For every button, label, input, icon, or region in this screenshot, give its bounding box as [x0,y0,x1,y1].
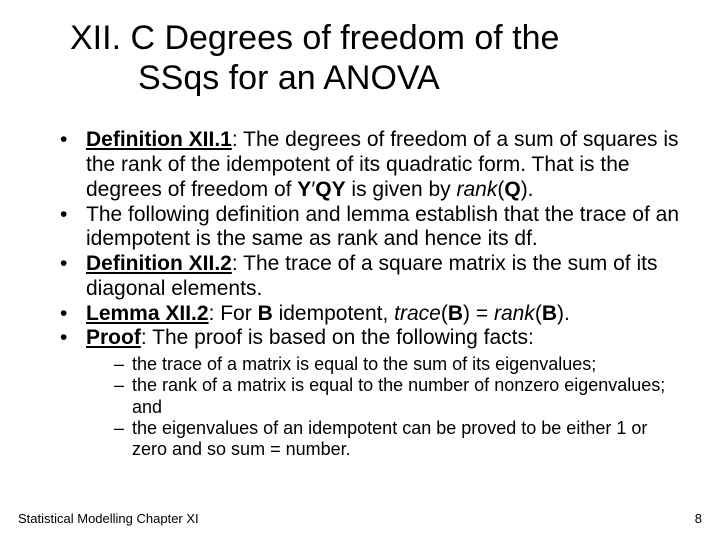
sub-bullet-item: the trace of a matrix is equal to the su… [114,354,682,375]
bullet-item: Definition XII.2: The trace of a square … [58,252,682,302]
slide-title: XII. C Degrees of freedom of the SSqs fo… [30,18,690,98]
title-line-2: SSqs for an ANOVA [70,58,680,98]
bullet-item: Proof: The proof is based on the followi… [58,326,682,460]
bullet-item: Lemma XII.2: For B idempotent, trace(B) … [58,302,682,327]
title-line-1: XII. C Degrees of freedom of the [70,18,680,58]
bullet-item: Definition XII.1: The degrees of freedom… [58,128,682,202]
sub-bullet-item: the eigenvalues of an idempotent can be … [114,418,682,460]
sub-bullet-item: the rank of a matrix is equal to the num… [114,375,682,417]
footer-left: Statistical Modelling Chapter XI [18,511,199,526]
bullet-list: Definition XII.1: The degrees of freedom… [30,128,690,460]
bullet-item: The following definition and lemma estab… [58,203,682,253]
footer-page-number: 8 [695,511,702,526]
footer: Statistical Modelling Chapter XI 8 [18,511,702,526]
sub-bullet-list: the trace of a matrix is equal to the su… [86,354,682,460]
slide: XII. C Degrees of freedom of the SSqs fo… [0,0,720,540]
